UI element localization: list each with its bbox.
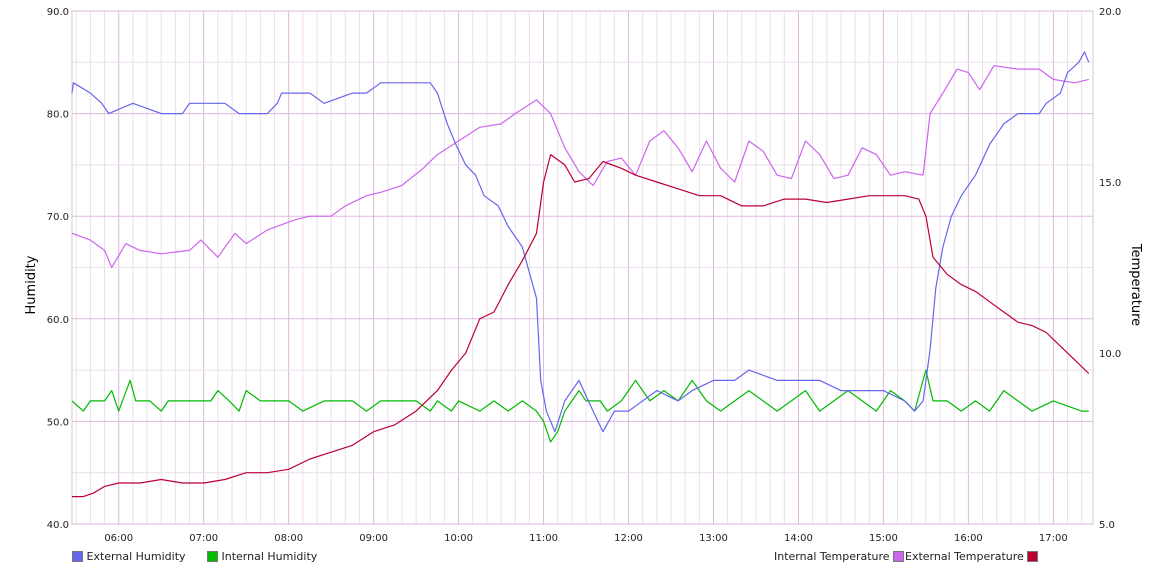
y-left-tick-label: 40.0 [47,520,69,531]
x-tick-label: 08:00 [274,533,303,544]
series-line-external-temperature [72,154,1090,498]
x-tick-label: 13:00 [699,533,728,544]
y-right-tick-label: 15.0 [1099,178,1121,189]
y-right-tick-label: 5.0 [1099,520,1115,531]
y-axis-right: 5.0 10.0 15.0 20.0 [1099,7,1121,531]
y-left-tick-label: 80.0 [47,110,69,121]
x-tick-label: 16:00 [954,533,983,544]
legend-item-internal-temperature: Internal Temperature [774,550,905,564]
y-axis-right-title: Temperature [1128,243,1143,326]
series-line-internal-humidity [71,369,1089,443]
legend-swatch [72,551,83,562]
y-left-tick-label: 70.0 [47,212,69,223]
y-right-tick-label: 10.0 [1099,349,1121,360]
legend-label: Internal Humidity [221,550,318,563]
series-line-external-humidity [71,51,1090,433]
x-tick-label: 15:00 [869,533,898,544]
grid [71,10,1094,525]
legend-swatch [207,551,218,562]
x-tick-label: 06:00 [104,533,133,544]
x-tick-label: 14:00 [784,533,813,544]
y-left-tick-label: 60.0 [47,315,69,326]
line-chart: 40.0 50.0 60.0 70.0 80.0 90.0 5.0 10.0 15.0 20.0… [24,7,1143,544]
legend-item-internal-humidity: Internal Humidity [207,550,317,564]
legend-swatch [1027,551,1039,562]
series-line-internal-temperature [71,65,1089,269]
x-tick-label: 10:00 [444,533,473,544]
legend-label: External Humidity [86,550,186,563]
legend-item-external-humidity: External Humidity [72,550,186,564]
legend-item-external-temperature: External Temperature [905,550,1039,564]
legend: External Humidity Internal Humidity Inte… [0,550,1157,566]
x-tick-label: 11:00 [529,533,558,544]
y-left-tick-label: 90.0 [47,7,69,18]
series-lines [71,51,1090,498]
y-axis-left: 40.0 50.0 60.0 70.0 80.0 90.0 [47,7,69,531]
x-tick-label: 17:00 [1039,533,1068,544]
x-tick-label: 12:00 [614,533,643,544]
x-tick-label: 07:00 [189,533,218,544]
legend-label: Internal Temperature [774,550,890,563]
x-tick-label: 09:00 [359,533,388,544]
x-axis: 06:00 07:00 08:00 09:00 10:00 11:00 12:00 13:00… [104,533,1067,544]
legend-label: External Temperature [905,550,1024,563]
legend-swatch [893,551,905,562]
y-left-tick-label: 50.0 [47,417,69,428]
y-axis-left-title: Humidity [24,255,39,314]
y-right-tick-label: 20.0 [1099,7,1121,18]
